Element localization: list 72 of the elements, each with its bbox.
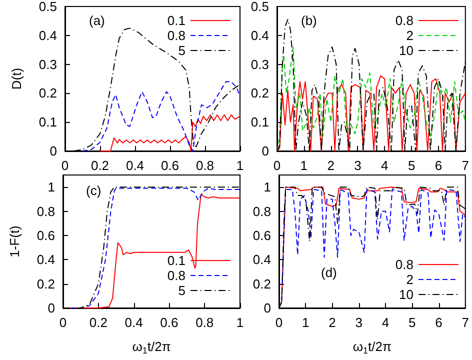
x-tick-label: 1 bbox=[302, 315, 310, 330]
x-tick-label: 7 bbox=[462, 315, 469, 330]
y-tick-label: 0 bbox=[48, 300, 55, 316]
x-tick-label: 0.8 bbox=[196, 158, 214, 173]
x-tick-label: 5 bbox=[408, 158, 416, 173]
legend-label: 5 bbox=[178, 43, 186, 58]
x-tick-label: 3 bbox=[354, 158, 362, 173]
x-tick-label: 3 bbox=[355, 315, 362, 330]
x-tick-label: 2 bbox=[327, 158, 334, 173]
x-tick-label: 4 bbox=[382, 315, 390, 330]
annotation: (c) bbox=[86, 183, 102, 198]
y-tick-label: 0.3 bbox=[250, 56, 269, 72]
annotation: (d) bbox=[321, 265, 337, 280]
y-tick-label: 0.5 bbox=[250, 0, 269, 14]
y-axis-title: 1-F(t) bbox=[7, 226, 22, 258]
y-tick-label: 0.4 bbox=[38, 28, 57, 43]
x-tick-label: 0.8 bbox=[196, 315, 214, 330]
y-tick-label: 0.4 bbox=[250, 28, 269, 43]
y-tick-label: 0.4 bbox=[36, 252, 55, 268]
legend-label: 2 bbox=[406, 28, 414, 43]
x-tick-label: 6 bbox=[435, 315, 442, 330]
legend-label: 10 bbox=[399, 43, 414, 58]
y-tick-label: 1 bbox=[264, 180, 271, 195]
x-tick-label: 1 bbox=[236, 315, 244, 330]
x-tick-label: 0.2 bbox=[90, 158, 110, 173]
y-tick-label: 0 bbox=[50, 144, 57, 158]
x-tick-label: 0.6 bbox=[160, 158, 180, 173]
legend-label: 5 bbox=[178, 283, 186, 298]
x-tick-label: 1 bbox=[300, 158, 308, 173]
legend-label: 0.1 bbox=[167, 13, 186, 28]
legend-label: 0.8 bbox=[167, 268, 186, 283]
y-tick-label: 0 bbox=[264, 300, 271, 316]
y-tick-label: 0.2 bbox=[252, 276, 271, 292]
x-tick-label: 0.4 bbox=[126, 158, 144, 173]
x-tick-label: 0 bbox=[273, 158, 281, 173]
x-tick-label: 6 bbox=[434, 158, 442, 173]
x-tick-label: 0.6 bbox=[160, 315, 178, 330]
y-tick-label: 0.8 bbox=[36, 204, 55, 219]
y-tick-label: 0.4 bbox=[252, 252, 271, 268]
y-tick-label: 0.8 bbox=[252, 204, 271, 219]
x-tick-label: 7 bbox=[462, 158, 469, 173]
x-tick-label: 0.4 bbox=[124, 315, 143, 330]
legend-label: 0.8 bbox=[167, 28, 186, 43]
y-axis-title: D(t) bbox=[9, 68, 24, 90]
legend-label: 0.8 bbox=[395, 257, 414, 272]
line-series bbox=[82, 81, 240, 152]
y-tick-label: 0.6 bbox=[252, 228, 271, 243]
line-series bbox=[100, 114, 240, 152]
x-tick-label: 1 bbox=[236, 158, 244, 173]
y-tick-label: 0.1 bbox=[38, 114, 57, 130]
x-tick-label: 0 bbox=[61, 158, 69, 173]
y-tick-label: 0.3 bbox=[38, 56, 57, 72]
annotation: (a) bbox=[89, 13, 105, 28]
y-tick-label: 0.2 bbox=[38, 86, 57, 101]
legend-label: 0.1 bbox=[167, 253, 186, 268]
y-tick-label: 0.5 bbox=[38, 0, 57, 14]
x-tick-label: 0 bbox=[275, 315, 283, 330]
x-tick-label: 2 bbox=[328, 315, 336, 330]
y-tick-label: 1 bbox=[48, 180, 55, 195]
y-tick-label: 0 bbox=[262, 144, 269, 158]
annotation: (b) bbox=[301, 13, 317, 28]
y-tick-label: 0.2 bbox=[250, 86, 269, 101]
x-tick-label: 4 bbox=[381, 158, 388, 173]
legend-label: 0.8 bbox=[395, 13, 414, 28]
x-tick-label: 0 bbox=[59, 315, 67, 330]
y-tick-label: 0.6 bbox=[36, 228, 55, 243]
legend-label: 2 bbox=[406, 272, 414, 287]
legend-label: 10 bbox=[399, 287, 414, 302]
x-tick-label: 0.2 bbox=[89, 315, 108, 330]
x-tick-label: 5 bbox=[408, 315, 416, 330]
y-tick-label: 0.1 bbox=[250, 114, 269, 130]
y-tick-label: 0.2 bbox=[36, 276, 55, 292]
